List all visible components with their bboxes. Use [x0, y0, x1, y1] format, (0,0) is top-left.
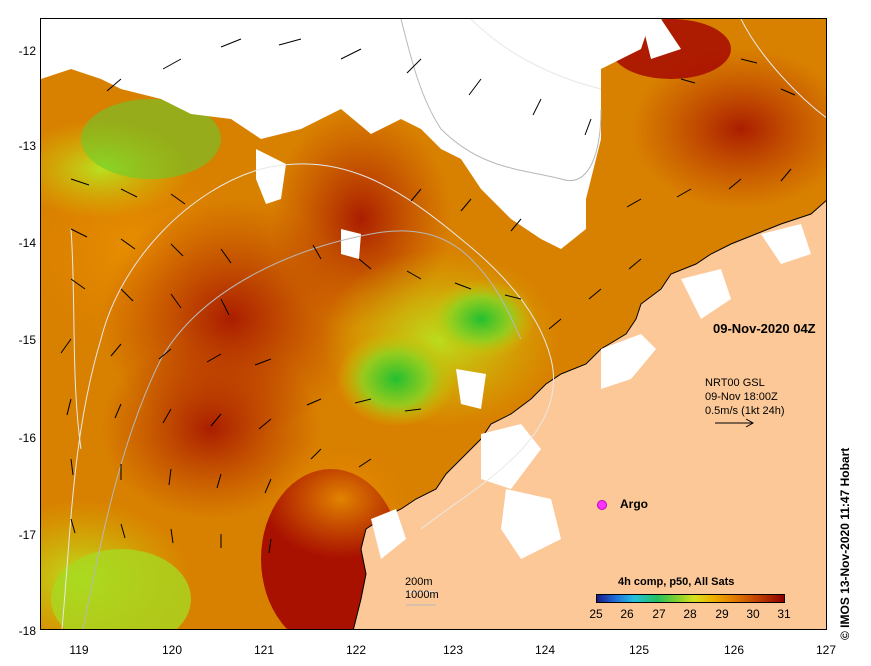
x-tick-label: 127 — [815, 643, 837, 657]
depth-200m-label: 200m — [405, 576, 433, 588]
colorbar-tick: 30 — [746, 607, 760, 621]
x-tick-label: 124 — [534, 643, 556, 657]
colorbar-title: 4h comp, p50, All Sats — [618, 576, 735, 588]
colorbar-tick: 29 — [715, 607, 729, 621]
current-legend: NRT00 GSL 09-Nov 18:00Z 0.5m/s (1kt 24h) — [705, 376, 784, 418]
argo-float-marker — [597, 500, 607, 510]
y-tick-label: -15 — [18, 333, 36, 347]
current-vectors — [60, 38, 796, 554]
y-tick-label: -13 — [18, 139, 36, 153]
y-tick-label: -18 — [18, 624, 36, 638]
temperature-colorbar — [596, 594, 785, 603]
y-tick-label: -14 — [18, 236, 36, 250]
colorbar-tick: 27 — [652, 607, 666, 621]
x-tick-label: 126 — [723, 643, 745, 657]
depth-1000m-label: 1000m — [405, 589, 439, 601]
depth-legend: 200m 1000m — [405, 576, 439, 602]
coastal-cloud — [371, 224, 811, 559]
argo-label: Argo — [620, 497, 648, 511]
credit-text: © IMOS 13-Nov-2020 11:47 Hobart — [838, 447, 852, 640]
current-legend-time: 09-Nov 18:00Z — [705, 391, 778, 403]
sst-map-canvas — [41, 19, 826, 629]
colorbar-tick: 28 — [683, 607, 697, 621]
current-legend-source: NRT00 GSL — [705, 377, 765, 389]
x-tick-label: 121 — [253, 643, 275, 657]
y-tick-label: -16 — [18, 431, 36, 445]
sst-map — [40, 18, 827, 630]
colorbar-tick: 25 — [589, 607, 603, 621]
cloud-mask — [41, 19, 681, 409]
current-legend-scale: 0.5m/s (1kt 24h) — [705, 405, 785, 417]
colorbar-tick: 26 — [620, 607, 634, 621]
x-tick-label: 120 — [161, 643, 183, 657]
y-tick-label: -12 — [18, 44, 36, 58]
x-tick-label: 123 — [442, 643, 464, 657]
x-tick-label: 122 — [345, 643, 367, 657]
bathymetry-contours — [61, 19, 826, 629]
colorbar-tick: 31 — [777, 607, 791, 621]
x-tick-label: 125 — [628, 643, 650, 657]
x-tick-label: 119 — [69, 643, 89, 657]
date-label: 09-Nov-2020 04Z — [713, 321, 816, 336]
arrow-right-icon — [715, 418, 755, 428]
y-tick-label: -17 — [18, 528, 36, 542]
